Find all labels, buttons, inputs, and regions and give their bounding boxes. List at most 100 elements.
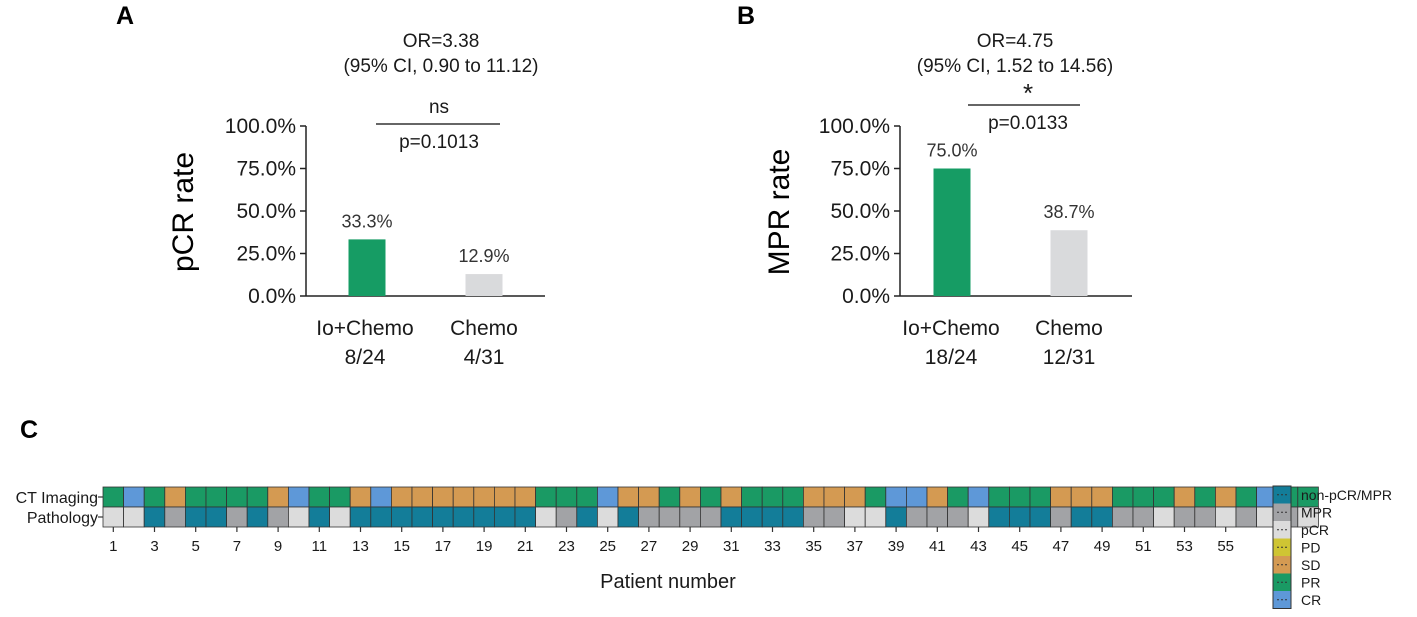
ct-cell bbox=[1050, 486, 1072, 508]
ct-cell bbox=[638, 486, 660, 508]
patient-tick-label: 29 bbox=[682, 538, 699, 555]
ct-cell bbox=[1112, 486, 1134, 508]
pathology-cell bbox=[514, 506, 537, 528]
patient-tick-label: 37 bbox=[847, 538, 864, 555]
pathology-cell bbox=[329, 506, 351, 528]
ct-cell bbox=[123, 486, 145, 508]
panel-b-bar-label-1: 75.0% bbox=[926, 141, 977, 161]
pathology-cell bbox=[287, 506, 310, 528]
pathology-cell bbox=[885, 506, 907, 528]
pathology-cell bbox=[1173, 506, 1196, 528]
panel-b-or: OR=4.75 bbox=[977, 31, 1054, 52]
pathology-cell bbox=[452, 506, 475, 528]
row-label-pathology: Pathology bbox=[27, 510, 98, 527]
ct-cell bbox=[679, 486, 701, 508]
pathology-cell bbox=[638, 506, 660, 528]
pathology-cell bbox=[967, 506, 990, 528]
pathology-cell bbox=[1112, 506, 1134, 528]
ct-cell bbox=[576, 486, 598, 508]
ct-cell bbox=[370, 486, 392, 508]
panel-a-bar-1 bbox=[348, 239, 386, 296]
pathology-cell bbox=[164, 506, 186, 528]
ct-cell bbox=[535, 486, 557, 508]
pathology-cell bbox=[535, 506, 557, 528]
panel-a-or: OR=3.38 bbox=[403, 31, 480, 52]
ct-cell bbox=[803, 486, 825, 508]
panel-b-bar-label-2: 38.7% bbox=[1043, 202, 1094, 222]
ct-cell bbox=[844, 486, 866, 508]
ct-cell bbox=[226, 486, 248, 508]
patient-tick-label: 25 bbox=[599, 538, 616, 555]
legend-label: SD bbox=[1301, 557, 1320, 573]
panel-c-xlabel: Patient number bbox=[600, 571, 736, 593]
pathology-cell bbox=[1297, 506, 1319, 528]
pathology-cell bbox=[267, 506, 289, 528]
patient-tick-label: 19 bbox=[476, 538, 493, 555]
ct-cell bbox=[308, 486, 331, 508]
panel-c-heatmap: 1 3 5 7 9 11 13 15 17 19 21 23 25 27 29 31 33 35 37 39 41 43 4… bbox=[98, 486, 1319, 555]
patient-tick-label: 53 bbox=[1176, 538, 1193, 555]
patient-tick-label: 47 bbox=[1053, 538, 1070, 555]
ct-cell bbox=[1091, 486, 1113, 508]
ct-cell bbox=[390, 486, 413, 508]
panel-a-ytick-label: 25.0% bbox=[236, 243, 296, 266]
ct-cell bbox=[782, 486, 804, 508]
panel-a-sig-symbol: ns bbox=[429, 97, 449, 118]
panel-b-ytick-label: 100.0% bbox=[819, 115, 890, 138]
patient-tick-label: 41 bbox=[929, 538, 946, 555]
pathology-cell bbox=[1029, 506, 1052, 528]
pathology-cell bbox=[246, 506, 269, 528]
pathology-cell bbox=[411, 506, 434, 528]
patient-tick-label: 1 bbox=[109, 538, 117, 555]
legend-label: non-pCR/MPR bbox=[1301, 487, 1392, 503]
ct-cell bbox=[184, 486, 207, 508]
ct-cell bbox=[164, 486, 186, 508]
pathology-cell bbox=[184, 506, 207, 528]
pathology-cell bbox=[308, 506, 331, 528]
pathology-cell bbox=[720, 506, 743, 528]
panel-b-sig-symbol: * bbox=[1023, 78, 1033, 108]
panel-a-plot: 0.0% 25.0% 50.0% 75.0% 100.0% 33.3% 12.9% bbox=[225, 115, 545, 308]
ct-cell bbox=[906, 486, 928, 508]
ct-cell bbox=[864, 486, 887, 508]
pathology-cell bbox=[864, 506, 887, 528]
pathology-cell bbox=[823, 506, 846, 528]
ct-cell bbox=[246, 486, 269, 508]
ct-cell bbox=[1215, 486, 1237, 508]
panel-label-a: A bbox=[116, 2, 134, 30]
ct-cell bbox=[823, 486, 846, 508]
patient-tick-label: 31 bbox=[723, 538, 740, 555]
pathology-cell bbox=[906, 506, 928, 528]
pathology-cell bbox=[1009, 506, 1031, 528]
panel-b-bar-2 bbox=[1050, 230, 1088, 296]
ct-cell bbox=[1029, 486, 1052, 508]
ct-cell bbox=[617, 486, 640, 508]
patient-tick-label: 5 bbox=[192, 538, 200, 555]
panel-a-ytick-label: 100.0% bbox=[225, 115, 296, 138]
ct-cell bbox=[267, 486, 289, 508]
pathology-cell bbox=[1132, 506, 1155, 528]
patient-tick-label: 15 bbox=[393, 538, 410, 555]
ct-cell bbox=[102, 486, 125, 508]
panel-b-count-2: 12/31 bbox=[1043, 346, 1096, 369]
pathology-cell bbox=[493, 506, 516, 528]
legend-frame bbox=[1272, 485, 1292, 609]
patient-tick-label: 55 bbox=[1217, 538, 1234, 555]
pathology-cell bbox=[473, 506, 495, 528]
pathology-cell bbox=[700, 506, 722, 528]
ct-cell bbox=[1153, 486, 1175, 508]
pathology-cell bbox=[205, 506, 228, 528]
panel-a-p-value: p=0.1013 bbox=[399, 132, 479, 153]
panel-b-ci: (95% CI, 1.52 to 14.56) bbox=[917, 56, 1113, 77]
ct-cell bbox=[988, 486, 1010, 508]
panel-a-ytick-label: 75.0% bbox=[236, 158, 296, 181]
patient-tick-label: 35 bbox=[805, 538, 822, 555]
patient-tick-label: 49 bbox=[1094, 538, 1111, 555]
ct-cell bbox=[143, 486, 166, 508]
ct-cell bbox=[597, 486, 619, 508]
patient-tick-label: 23 bbox=[558, 538, 575, 555]
pathology-cell bbox=[617, 506, 640, 528]
pathology-cell bbox=[370, 506, 392, 528]
panel-a-bar-label-2: 12.9% bbox=[458, 246, 509, 266]
